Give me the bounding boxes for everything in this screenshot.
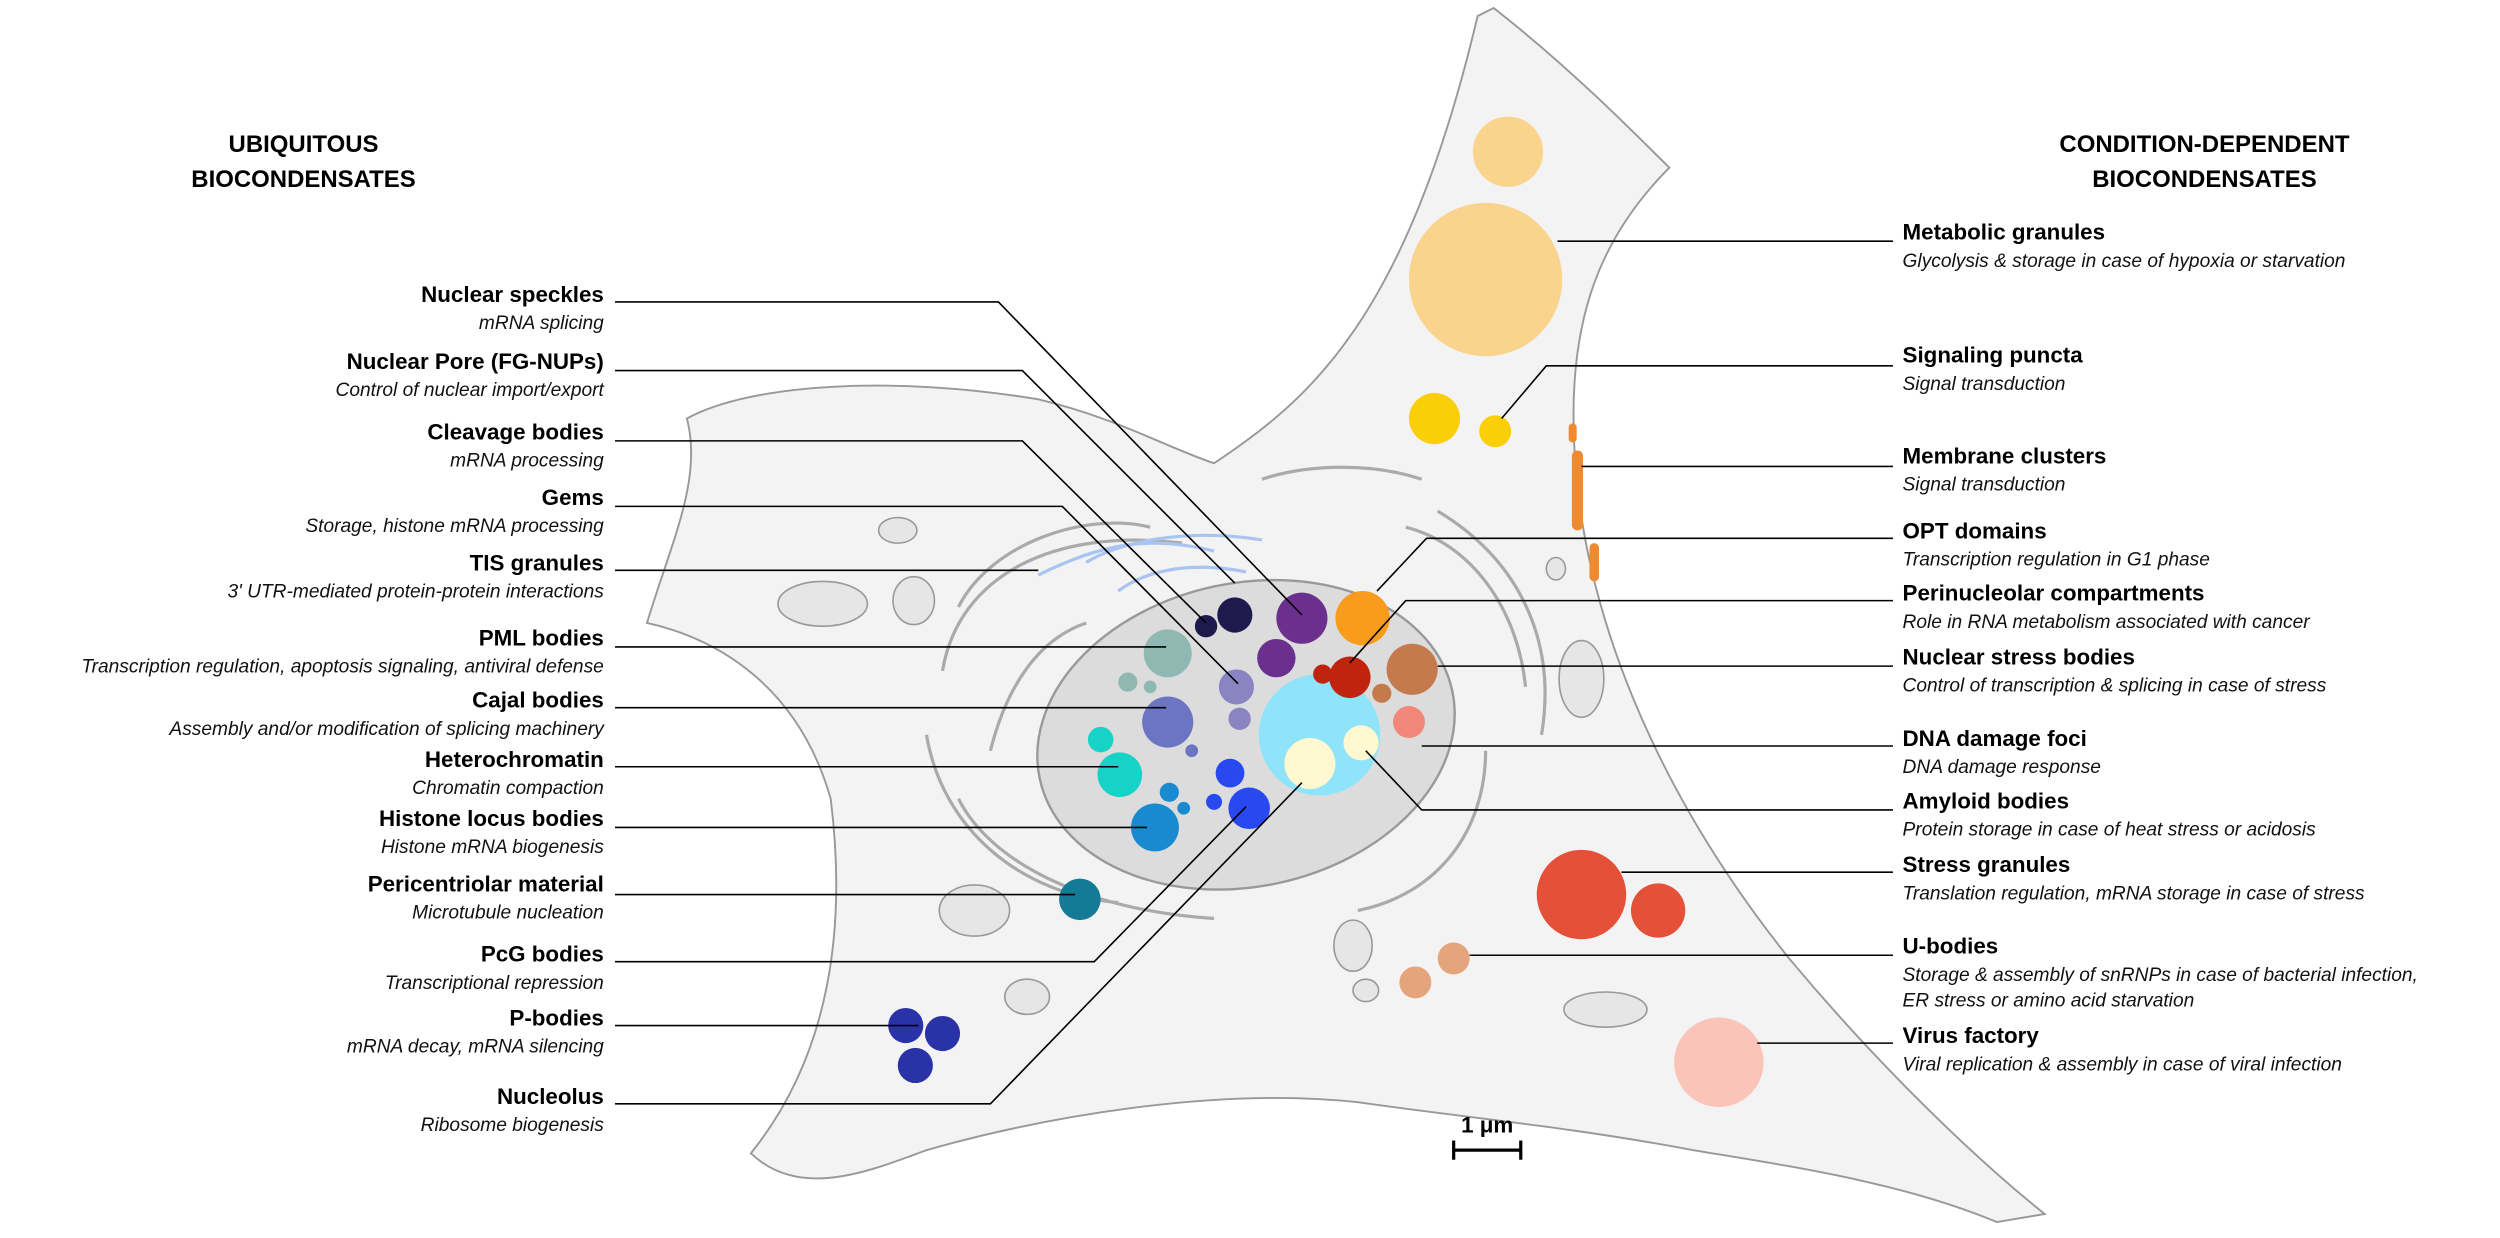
label-name: Perinucleolar compartments <box>1903 581 2205 606</box>
label-name: Nuclear Pore (FG-NUPs) <box>347 349 604 374</box>
leader-line <box>615 782 1303 1105</box>
label-name: Gems <box>542 485 604 510</box>
scale-label: 1 μm <box>1461 1113 1513 1138</box>
label-name: Signaling puncta <box>1903 343 2084 368</box>
label-name: Cleavage bodies <box>427 419 603 444</box>
label-description: Transcription regulation, apoptosis sign… <box>81 657 604 678</box>
label-description: Role in RNA metabolism associated with c… <box>1903 612 2312 633</box>
leader-line <box>1500 365 1893 420</box>
label-description: mRNA splicing <box>479 313 604 334</box>
condensates <box>888 116 1764 1108</box>
endoplasmic-reticulum <box>924 465 1547 921</box>
label-name: Histone locus bodies <box>379 806 604 831</box>
heading: UBIQUITOUS <box>229 131 379 158</box>
label-description: Microtubule nucleation <box>412 903 604 924</box>
label-description: DNA damage response <box>1903 757 2101 778</box>
label-description: Histone mRNA biogenesis <box>381 837 604 858</box>
label-name: Cajal bodies <box>472 688 604 713</box>
label-description: Signal transduction <box>1903 474 2066 495</box>
label-description: Storage & assembly of snRNPs in case of … <box>1903 965 2418 986</box>
label-name: Membrane clusters <box>1903 443 2107 468</box>
mitochondria <box>777 516 1648 1028</box>
leader-line <box>1376 537 1893 592</box>
leader-line <box>615 806 1247 963</box>
leader-line <box>1349 599 1893 664</box>
label-description: Storage, histone mRNA processing <box>305 516 604 537</box>
label-description: Transcriptional repression <box>385 973 604 994</box>
label-name: Heterochromatin <box>425 747 604 772</box>
label-description: Control of transcription & splicing in c… <box>1903 676 2327 697</box>
cell <box>645 6 2047 1224</box>
heading: BIOCONDENSATES <box>191 166 415 193</box>
label-description: Ribosome biogenesis <box>421 1115 605 1136</box>
leader-line <box>615 440 1207 624</box>
label-name: Pericentriolar material <box>368 871 604 896</box>
label-description: Control of nuclear import/export <box>336 380 605 401</box>
label-name: DNA damage foci <box>1903 726 2087 751</box>
label-name: U-bodies <box>1903 934 1999 959</box>
label-description: mRNA processing <box>450 450 604 471</box>
label-description: Transcription regulation in G1 phase <box>1903 549 2210 570</box>
label-description: Chromatin compaction <box>412 778 604 799</box>
label-description: ER stress or amino acid starvation <box>1903 990 2195 1011</box>
label-name: Stress granules <box>1903 852 2071 877</box>
leader-line <box>615 301 1303 616</box>
leader-line <box>1365 750 1893 811</box>
label-description: Viral replication & assembly in case of … <box>1903 1054 2342 1075</box>
heading: CONDITION-DEPENDENT <box>2059 131 2349 158</box>
label-description: Signal transduction <box>1903 374 2066 395</box>
label-description: Glycolysis & storage in case of hypoxia … <box>1903 251 2346 272</box>
label-name: Metabolic granules <box>1903 220 2106 245</box>
label-name: PcG bodies <box>481 942 604 967</box>
label-name: TIS granules <box>470 550 604 575</box>
leader-line <box>615 369 1236 584</box>
label-name: Amyloid bodies <box>1903 788 2069 813</box>
label-name: PML bodies <box>479 625 604 650</box>
label-name: Nuclear stress bodies <box>1903 645 2135 670</box>
label-name: P-bodies <box>509 1006 603 1031</box>
label-name: Nuclear speckles <box>421 282 604 307</box>
label-name: Nucleolus <box>497 1084 604 1109</box>
label-name: OPT domains <box>1903 518 2047 543</box>
label-description: Translation regulation, mRNA storage in … <box>1903 883 2366 904</box>
label-description: 3' UTR-mediated protein-protein interact… <box>228 581 605 602</box>
label-description: Protein storage in case of heat stress o… <box>1903 819 2317 840</box>
leader-line <box>615 505 1239 685</box>
label-description: Assembly and/or modification of splicing… <box>168 719 605 740</box>
label-name: Virus factory <box>1903 1023 2040 1048</box>
heading: BIOCONDENSATES <box>2092 166 2316 193</box>
label-description: mRNA decay, mRNA silencing <box>347 1037 604 1058</box>
